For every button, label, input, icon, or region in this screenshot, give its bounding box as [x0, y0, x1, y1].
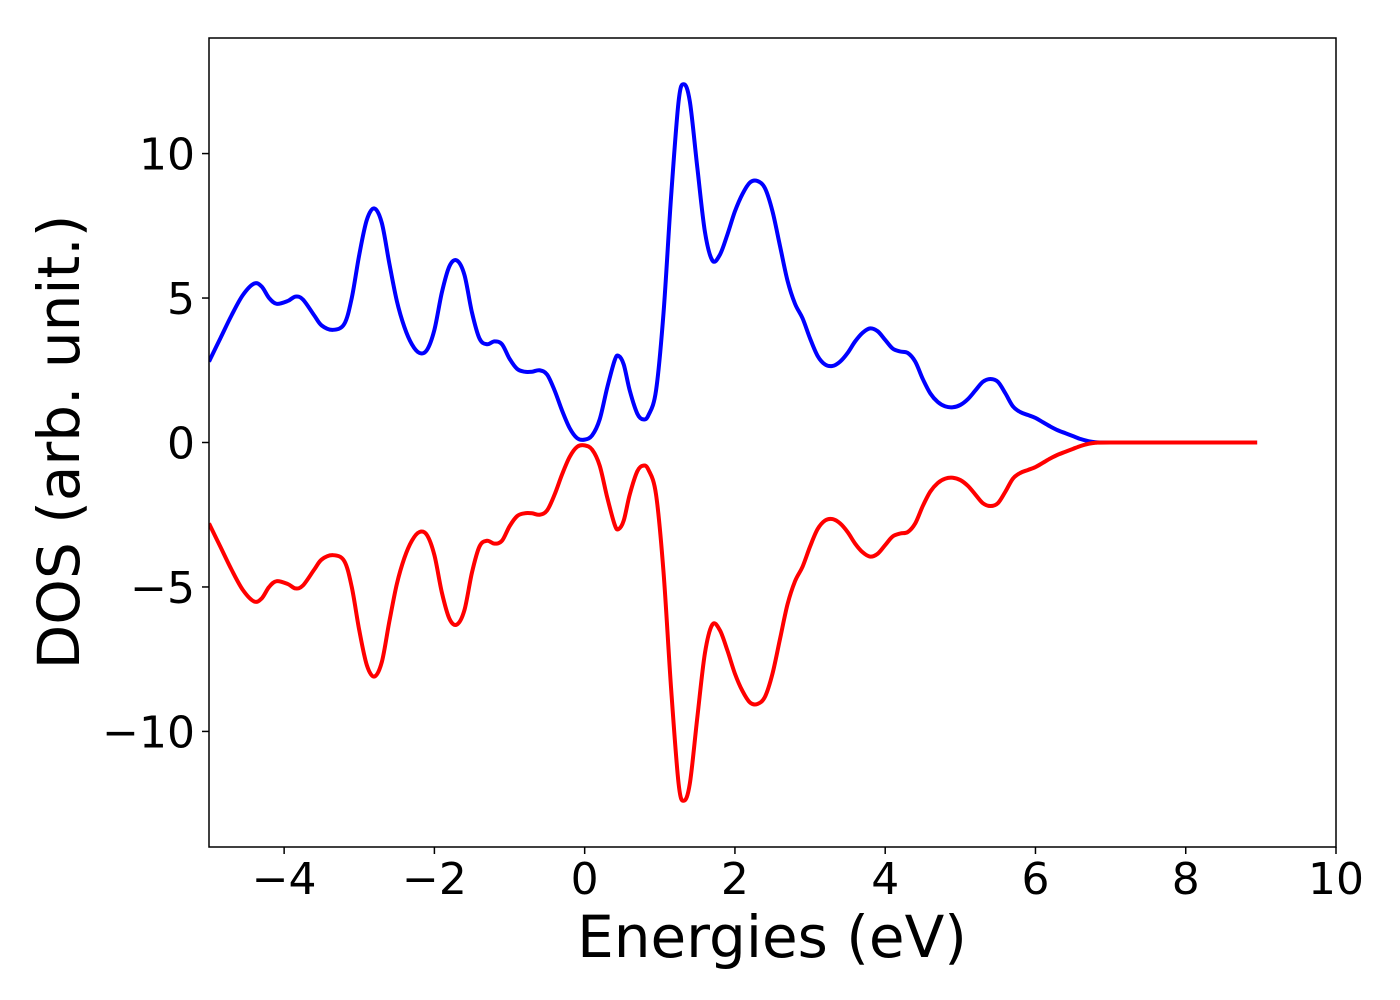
y-axis: −10 −5 0 5 10 [102, 130, 209, 758]
x-axis-label: Energies (eV) [577, 903, 967, 971]
y-tick-label: −10 [102, 707, 195, 758]
y-tick-label: 0 [167, 419, 195, 470]
y-tick-label: −5 [130, 563, 195, 614]
y-axis-label: DOS (arb. unit.) [25, 215, 93, 670]
y-tick-label: 10 [139, 130, 195, 181]
x-tick-label: −2 [402, 854, 467, 905]
x-tick-label: 2 [721, 854, 749, 905]
x-tick-label: 8 [1172, 854, 1200, 905]
x-tick-label: 10 [1308, 854, 1364, 905]
dos-series-line-1 [209, 82, 1258, 445]
y-tick-label: 5 [167, 274, 195, 325]
dos-series-line-2 [209, 440, 1258, 803]
x-tick-label: 4 [871, 854, 899, 905]
x-axis: −4 −2 0 2 4 6 8 10 [252, 847, 1364, 905]
x-tick-label: 0 [571, 854, 599, 905]
series-layer [209, 82, 1258, 803]
x-tick-label: −4 [252, 854, 317, 905]
x-tick-label: 6 [1021, 854, 1049, 905]
